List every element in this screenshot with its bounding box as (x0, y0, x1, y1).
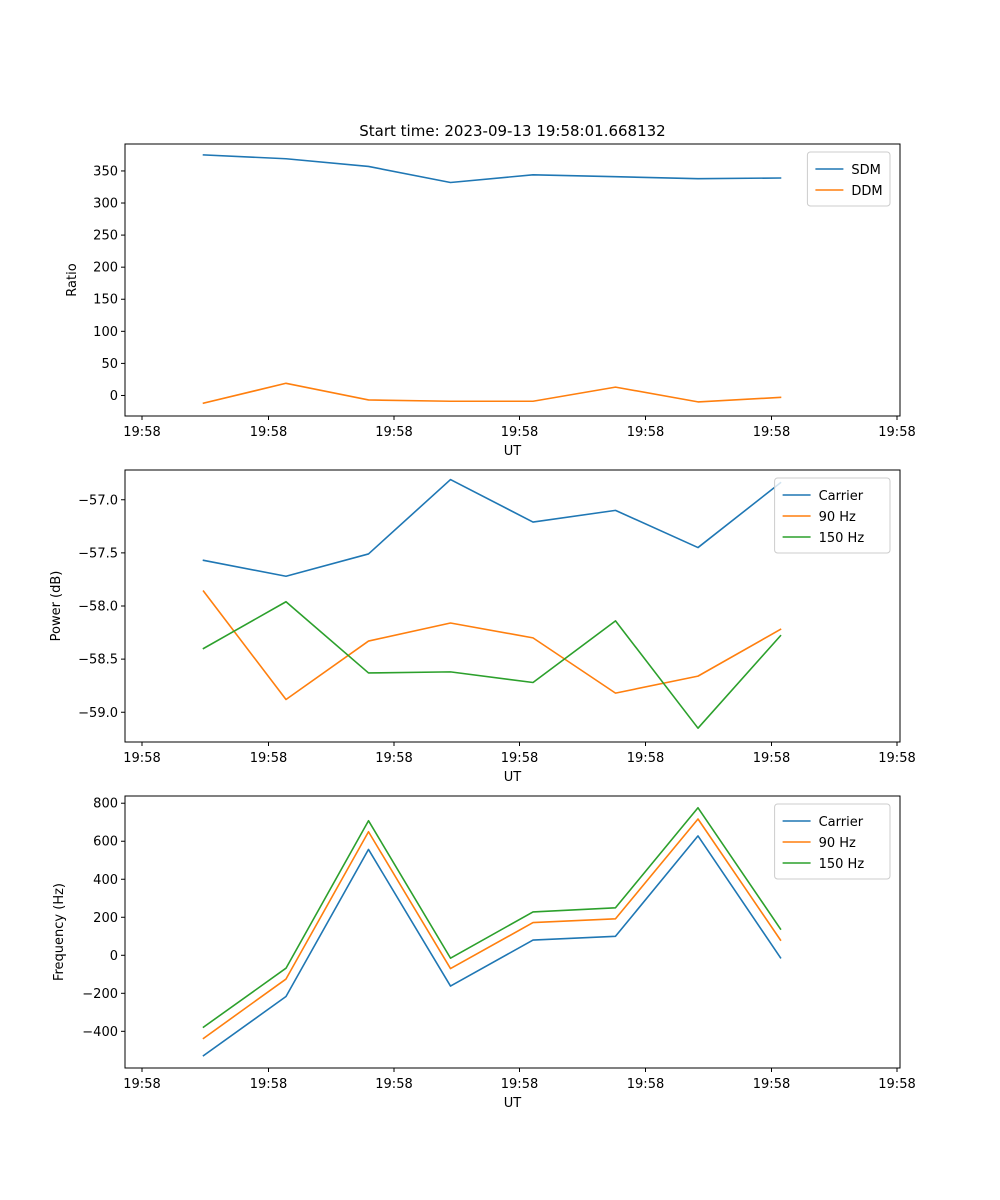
y-tick-label: 250 (93, 229, 118, 244)
x-tick-label: 19:58 (753, 751, 790, 766)
y-tick-label: −400 (82, 1025, 118, 1040)
series-line-carrier (202, 478, 782, 578)
axes-frame (124, 143, 901, 417)
x-tick-label: 19:58 (878, 751, 915, 766)
legend-label: 150 Hz (819, 857, 865, 872)
legend-label: 90 Hz (819, 510, 856, 525)
series-line-carrier (202, 835, 782, 1057)
series-line-150-hz (202, 600, 782, 729)
x-tick-label: 19:58 (627, 751, 664, 766)
legend-box (806, 151, 891, 207)
y-tick-label: 100 (93, 325, 118, 340)
x-tick-label: 19:58 (878, 1077, 915, 1092)
y-tick-label: 400 (93, 873, 118, 888)
legend-label: 150 Hz (819, 531, 865, 546)
y-tick-label: 200 (93, 911, 118, 926)
y-tick-label: 150 (93, 293, 118, 308)
y-tick-label: −200 (82, 987, 118, 1002)
y-tick-label: 800 (93, 797, 118, 812)
series-line-sdm (202, 154, 782, 184)
series-line-ddm (202, 382, 782, 405)
series-line-90-hz (202, 590, 782, 701)
x-axis-label: UT (504, 770, 522, 785)
y-tick-label: 0 (110, 389, 118, 404)
legend-box (774, 477, 891, 554)
series-line-150-hz (202, 806, 782, 1029)
x-tick-label: 19:58 (375, 1077, 412, 1092)
x-tick-label: 19:58 (250, 425, 287, 440)
y-axis-label: Ratio (65, 263, 80, 296)
x-tick-label: 19:58 (123, 751, 160, 766)
x-tick-label: 19:58 (250, 1077, 287, 1092)
y-axis-label: Frequency (Hz) (52, 883, 67, 981)
x-tick-label: 19:58 (375, 425, 412, 440)
chart-title: Start time: 2023-09-13 19:58:01.668132 (359, 122, 665, 140)
legend-label: Carrier (819, 815, 864, 830)
x-tick-label: 19:58 (627, 425, 664, 440)
x-axis-label: UT (504, 1096, 522, 1111)
y-tick-label: −57.0 (78, 493, 118, 508)
axes-frame (124, 795, 901, 1069)
x-tick-label: 19:58 (501, 1077, 538, 1092)
y-tick-label: 600 (93, 835, 118, 850)
legend-label: Carrier (819, 489, 864, 504)
x-axis-label: UT (504, 444, 522, 459)
x-tick-label: 19:58 (753, 425, 790, 440)
x-tick-label: 19:58 (753, 1077, 790, 1092)
y-tick-label: 350 (93, 164, 118, 179)
y-axis-label: Power (dB) (49, 571, 64, 642)
x-tick-label: 19:58 (627, 1077, 664, 1092)
legend-label: 90 Hz (819, 836, 856, 851)
y-tick-label: 50 (101, 357, 118, 372)
y-tick-label: 300 (93, 197, 118, 212)
x-tick-label: 19:58 (250, 751, 287, 766)
x-tick-label: 19:58 (501, 751, 538, 766)
y-tick-label: 200 (93, 261, 118, 276)
y-tick-label: −57.5 (78, 546, 118, 561)
x-tick-label: 19:58 (123, 1077, 160, 1092)
y-tick-label: 0 (110, 949, 118, 964)
x-tick-label: 19:58 (123, 425, 160, 440)
series-line-90-hz (202, 818, 782, 1040)
x-tick-label: 19:58 (878, 425, 915, 440)
x-tick-label: 19:58 (501, 425, 538, 440)
x-tick-label: 19:58 (375, 751, 412, 766)
legend-box (774, 803, 891, 880)
legend-label: SDM (851, 163, 880, 178)
y-tick-label: −59.0 (78, 706, 118, 721)
y-tick-label: −58.0 (78, 600, 118, 615)
y-tick-label: −58.5 (78, 653, 118, 668)
legend-label: DDM (851, 184, 882, 199)
